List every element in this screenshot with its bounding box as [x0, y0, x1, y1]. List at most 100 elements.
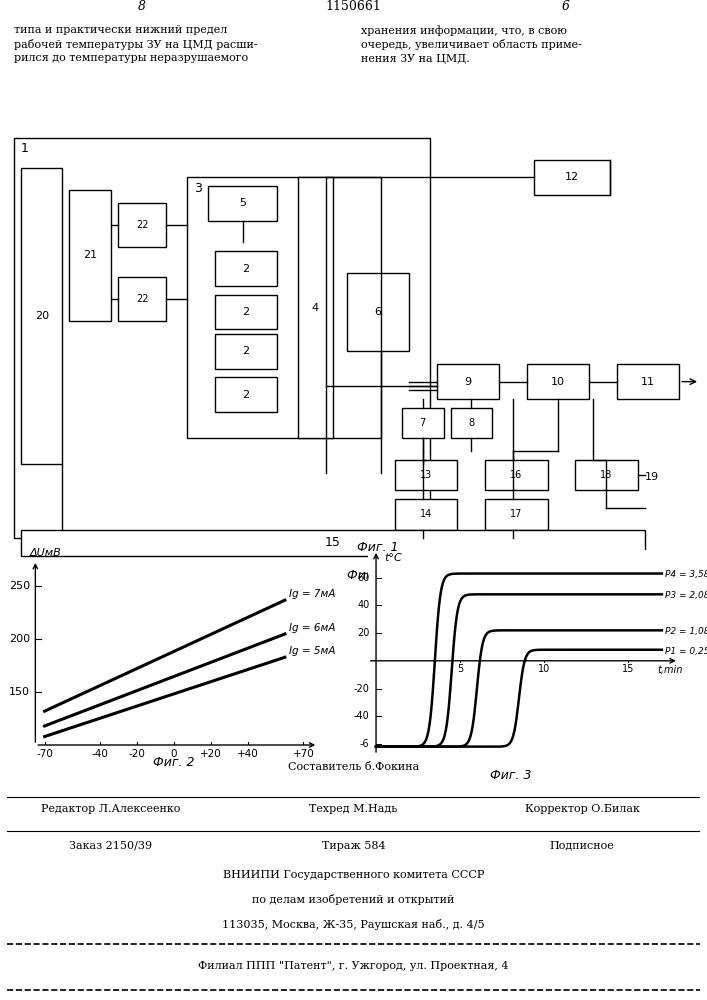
Text: 8: 8: [137, 0, 146, 13]
Text: 15: 15: [325, 536, 341, 549]
Text: 150: 150: [8, 687, 30, 697]
Text: Филиал ППП "Патент", г. Ужгород, ул. Проектная, 4: Филиал ППП "Патент", г. Ужгород, ул. Про…: [198, 961, 509, 971]
Text: P2 = 1,08m: P2 = 1,08m: [665, 627, 707, 636]
Text: 7: 7: [420, 418, 426, 428]
Text: 20: 20: [357, 628, 369, 638]
Text: -70: -70: [36, 749, 53, 759]
Text: 16: 16: [510, 470, 522, 480]
Text: Техред М.Надь: Техред М.Надь: [310, 804, 397, 814]
Text: хранения информации, что, в свою
очередь, увеличивает область приме-
нения ЗУ на: хранения информации, что, в свою очередь…: [361, 25, 581, 64]
Text: 5: 5: [457, 664, 463, 674]
Text: 113035, Москва, Ж-35, Раушская наб., д. 4/5: 113035, Москва, Ж-35, Раушская наб., д. …: [222, 919, 485, 930]
Text: 4: 4: [312, 303, 319, 313]
Text: P1 = 0,25Bm: P1 = 0,25Bm: [665, 647, 707, 656]
Bar: [527, 364, 589, 399]
Text: 0: 0: [170, 749, 177, 759]
Text: 19: 19: [645, 472, 659, 482]
Text: +20: +20: [200, 749, 222, 759]
Text: 2: 2: [243, 307, 250, 317]
Text: Заказ 2150/39: Заказ 2150/39: [69, 841, 153, 851]
Text: 22: 22: [136, 294, 148, 304]
Text: 60: 60: [357, 573, 369, 583]
Bar: [215, 295, 277, 329]
Text: +70: +70: [293, 749, 314, 759]
Text: P3 = 2,08m: P3 = 2,08m: [665, 591, 707, 600]
Text: 22: 22: [136, 220, 148, 230]
Text: 10: 10: [538, 664, 550, 674]
Text: 250: 250: [8, 581, 30, 591]
Text: 1: 1: [21, 142, 29, 155]
Bar: [187, 177, 381, 438]
Bar: [215, 251, 277, 286]
Text: Ig = 6мА: Ig = 6мА: [288, 623, 335, 633]
Bar: [215, 377, 277, 412]
Text: 11: 11: [641, 377, 655, 387]
Text: -6: -6: [360, 739, 369, 749]
Bar: [21, 168, 62, 464]
Text: Корректор О.Билак: Корректор О.Билак: [525, 804, 640, 814]
Bar: [118, 203, 166, 247]
Text: 13: 13: [420, 470, 433, 480]
Bar: [395, 499, 457, 530]
Text: 40: 40: [357, 600, 369, 610]
Bar: [21, 530, 645, 556]
Text: по делам изобретений и открытий: по делам изобретений и открытий: [252, 894, 455, 905]
Bar: [208, 186, 277, 221]
Bar: [69, 190, 111, 321]
Text: 17: 17: [510, 509, 522, 519]
Text: P4 = 3,58m: P4 = 3,58m: [665, 570, 707, 579]
Bar: [617, 364, 679, 399]
Text: -40: -40: [354, 711, 369, 721]
Text: Редактор Л.Алексеенко: Редактор Л.Алексеенко: [41, 804, 181, 814]
Text: 12: 12: [565, 172, 579, 182]
Text: 5: 5: [239, 198, 246, 208]
Text: Фиг. 2: Фиг. 2: [153, 756, 194, 769]
Text: 6: 6: [561, 0, 570, 13]
Text: ВНИИПИ Государственного комитета СССР: ВНИИПИ Государственного комитета СССР: [223, 870, 484, 880]
Bar: [402, 408, 443, 438]
Text: Составитель б.Фокина: Составитель б.Фокина: [288, 762, 419, 772]
Text: 10: 10: [551, 377, 565, 387]
Text: 2: 2: [243, 346, 250, 356]
Text: типа и практически нижний предел
рабочей температуры ЗУ на ЦМД расши-
рился до т: типа и практически нижний предел рабочей…: [14, 25, 258, 63]
Text: 18: 18: [600, 470, 612, 480]
Text: 8: 8: [468, 418, 474, 428]
Bar: [298, 177, 333, 438]
Bar: [118, 277, 166, 321]
Text: Ig = 7мА: Ig = 7мА: [288, 589, 335, 599]
Text: ΔUмВ: ΔUмВ: [30, 548, 62, 558]
Bar: [14, 138, 430, 538]
Bar: [437, 364, 499, 399]
Text: 21: 21: [83, 250, 98, 260]
Bar: [575, 460, 638, 490]
Text: -40: -40: [92, 749, 108, 759]
Text: Фиг. 1: Фиг. 1: [357, 541, 399, 554]
Bar: [485, 499, 547, 530]
Bar: [346, 273, 409, 351]
Bar: [215, 334, 277, 369]
Text: -20: -20: [129, 749, 146, 759]
Text: t°C: t°C: [385, 553, 402, 563]
Text: t,min: t,min: [658, 665, 683, 675]
Text: 200: 200: [8, 634, 30, 644]
Text: -20: -20: [354, 684, 369, 694]
Text: +40: +40: [237, 749, 259, 759]
Text: 3: 3: [194, 182, 202, 195]
Text: 2: 2: [243, 264, 250, 274]
Text: 1150661: 1150661: [325, 0, 382, 13]
Bar: [395, 460, 457, 490]
Text: 6: 6: [374, 307, 381, 317]
Bar: [485, 460, 547, 490]
Text: Ig = 5мА: Ig = 5мА: [288, 646, 335, 656]
Bar: [450, 408, 492, 438]
Text: Фиг. 1: Фиг. 1: [346, 569, 388, 582]
Text: 20: 20: [35, 311, 49, 321]
Text: 9: 9: [464, 377, 472, 387]
Text: Фиг. 3: Фиг. 3: [490, 769, 532, 782]
Text: 15: 15: [622, 664, 634, 674]
Bar: [534, 160, 610, 195]
Text: Тираж 584: Тираж 584: [322, 841, 385, 851]
Text: Подписное: Подписное: [550, 841, 614, 851]
Text: 14: 14: [420, 509, 433, 519]
Text: 2: 2: [243, 390, 250, 400]
